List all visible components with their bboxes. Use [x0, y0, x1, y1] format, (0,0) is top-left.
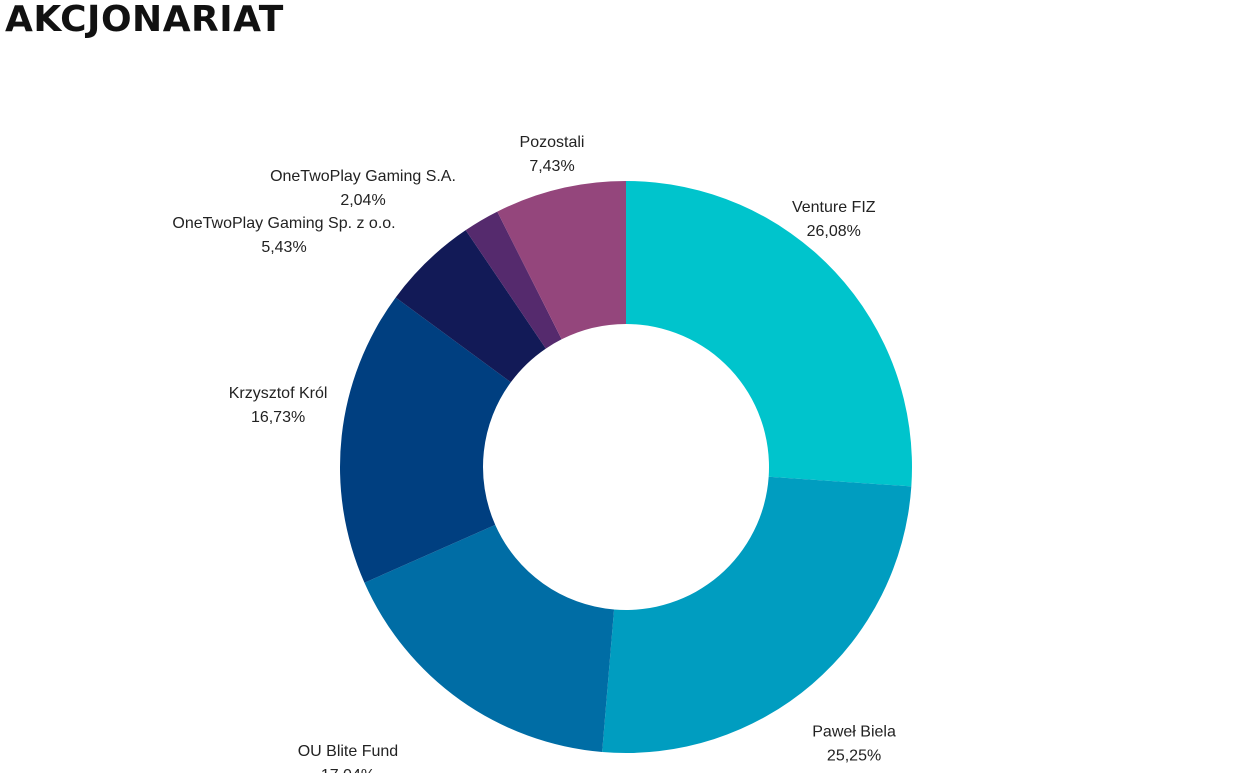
slice-label-value: 16,73%: [251, 409, 305, 426]
slice-venture-fiz: [626, 181, 912, 487]
slice-label-name: Pozostali: [520, 134, 585, 151]
slice-label-value: 5,43%: [261, 239, 306, 256]
slice-label-name: Paweł Biela: [812, 723, 896, 740]
slice-pozostali: [497, 181, 626, 340]
slice-label-name: OU Blite Fund: [298, 743, 398, 760]
slice-pawel-biela: [602, 476, 912, 753]
slice-krzysztof-krol: [340, 297, 511, 583]
slice-label-name: OneTwoPlay Gaming S.A.: [270, 168, 456, 185]
slice-label-name: OneTwoPlay Gaming Sp. z o.o.: [172, 215, 395, 232]
slice-label-value: 7,43%: [529, 158, 574, 175]
slice-ou-blite-fund: [364, 524, 615, 753]
slice-onetwoplay-gaming-s-a: [465, 211, 562, 349]
slice-label-value: 25,25%: [827, 747, 881, 764]
donut-slices: [340, 181, 912, 753]
slice-label-value: 17,04%: [321, 767, 375, 773]
page-title: AKCJONARIAT: [5, 0, 284, 40]
slice-labels: Venture FIZ 26,08% Paweł Biela 25,25% OU Bli…: [172, 134, 896, 773]
slice-label-name: Venture FIZ: [792, 199, 876, 216]
slice-label-value: 2,04%: [340, 192, 385, 209]
slice-label-name: Krzysztof Król: [229, 385, 328, 402]
slice-onetwoplay-gaming-sp-z-o-o: [395, 230, 546, 383]
slice-label-value: 26,08%: [807, 223, 861, 240]
